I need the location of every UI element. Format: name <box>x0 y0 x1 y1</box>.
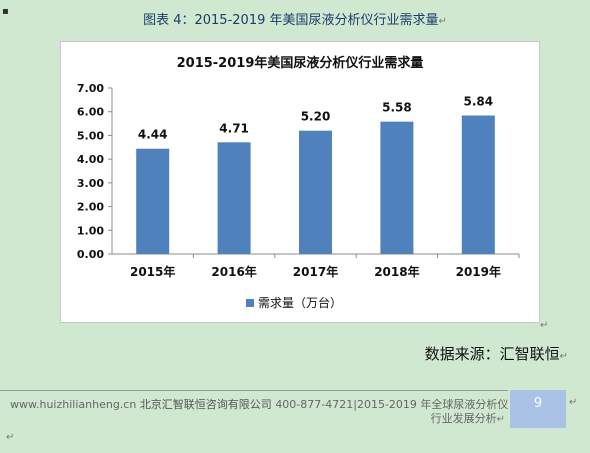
paragraph-mark: ↵ <box>438 16 447 27</box>
caption-text: 图表 4：2015-2019 年美国尿液分析仪行业需求量 <box>143 13 439 28</box>
chart-container: 2015-2019年美国尿液分析仪行业需求量 0.00 1.00 2.00 3.00 4.… <box>60 41 540 323</box>
y-tick-label: 1.00 <box>77 224 104 237</box>
chart-title: 2015-2019年美国尿液分析仪行业需求量 <box>177 55 424 71</box>
x-tick-label: 2016年 <box>211 264 256 279</box>
footer-report-name: 行业发展分析 <box>430 412 497 425</box>
paragraph-mark: ↵ <box>559 351 568 362</box>
y-tick-label: 7.00 <box>77 82 104 95</box>
data-label: 4.44 <box>138 128 168 142</box>
y-tick-label: 2.00 <box>77 201 104 214</box>
x-tick-label: 2015年 <box>130 264 175 279</box>
legend-label: 需求量（万台） <box>258 295 342 310</box>
x-tick-label: 2019年 <box>456 264 501 279</box>
y-tick-label: 0.00 <box>77 248 104 261</box>
page-number: 9 <box>533 396 543 411</box>
source-note: 数据来源：汇智联恒↵ <box>425 343 568 364</box>
bar <box>461 115 495 254</box>
footer-divider <box>0 390 508 391</box>
bar <box>136 148 170 254</box>
data-label: 5.58 <box>382 101 412 115</box>
y-tick-label: 3.00 <box>77 177 104 190</box>
legend-swatch <box>246 299 254 307</box>
source-text: 数据来源：汇智联恒 <box>424 345 560 363</box>
data-label: 5.84 <box>463 95 493 109</box>
page-number-box: 9 <box>510 390 566 428</box>
footer-text-line1: www.huizhilianheng.cn 北京汇智联恒咨询有限公司 400-8… <box>10 396 508 412</box>
y-tick-label: 5.00 <box>77 129 104 142</box>
figure-caption: 图表 4：2015-2019 年美国尿液分析仪行业需求量↵ <box>0 9 590 28</box>
corner-mark: ▪ <box>2 6 9 17</box>
y-tick-label: 4.00 <box>77 153 104 166</box>
paragraph-mark: ↵ <box>496 414 505 425</box>
paragraph-mark: ↵ <box>569 397 578 408</box>
y-tick-label: 6.00 <box>77 106 104 119</box>
data-label: 4.71 <box>219 121 249 135</box>
chart-svg: 2015-2019年美国尿液分析仪行业需求量 0.00 1.00 2.00 3.00 4.… <box>77 55 520 310</box>
data-label: 5.20 <box>301 110 331 124</box>
bar <box>380 121 414 254</box>
footer-url: www.huizhilianheng.cn <box>10 398 137 411</box>
paragraph-mark: ↵ <box>540 320 549 331</box>
footer-contact: 400-877-4721|2015-2019 年全球尿液分析仪 <box>275 398 509 411</box>
footer-company: 北京汇智联恒咨询有限公司 <box>139 398 272 411</box>
x-tick-label: 2017年 <box>293 264 338 279</box>
bar <box>299 130 332 254</box>
bar <box>217 142 251 254</box>
x-tick-label: 2018年 <box>374 264 419 279</box>
footer-text-line2: 行业发展分析↵ <box>431 410 505 426</box>
paragraph-mark: ↵ <box>6 432 15 443</box>
